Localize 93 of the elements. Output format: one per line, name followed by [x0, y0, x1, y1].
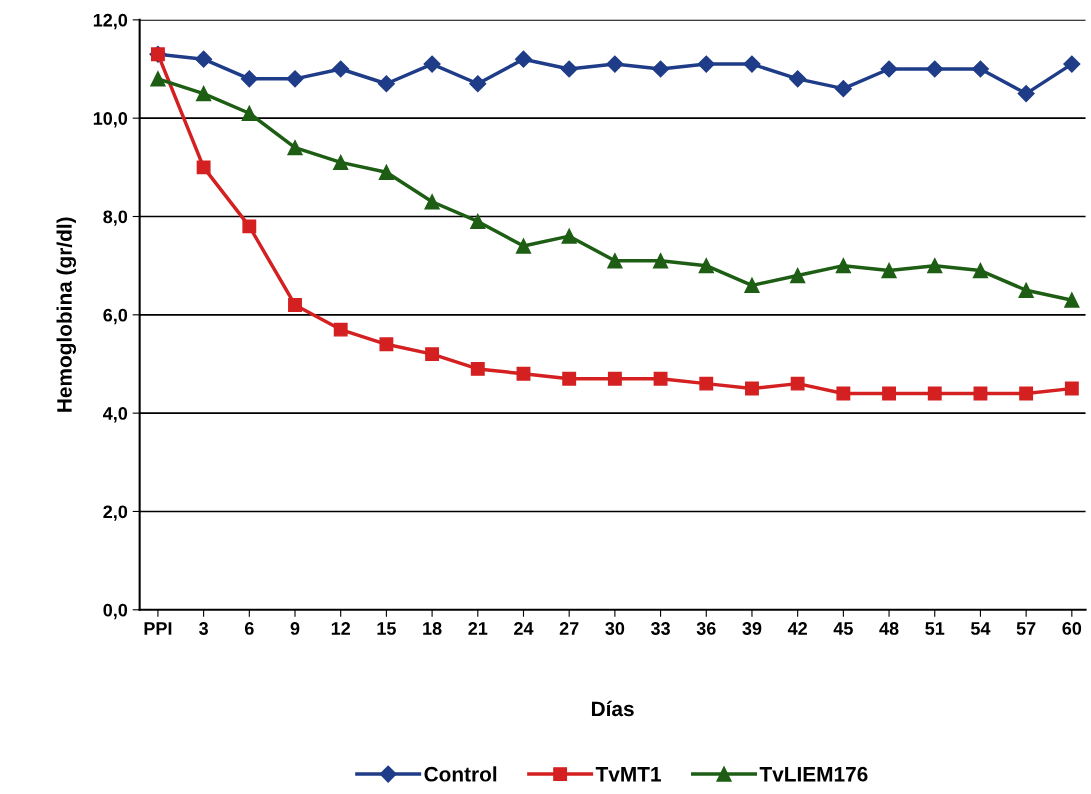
- point: [745, 381, 759, 396]
- point: [607, 253, 623, 269]
- point: [835, 258, 851, 274]
- y-tick-label: 8,0: [103, 210, 128, 226]
- point: [882, 386, 896, 401]
- x-tick-label: 18: [423, 622, 442, 635]
- point: [744, 277, 760, 293]
- point: [562, 371, 577, 386]
- point: [971, 60, 989, 78]
- y-tick-label: 6,0: [103, 308, 128, 325]
- x-tick-label: 6: [244, 622, 254, 635]
- point: [927, 258, 943, 274]
- point: [698, 258, 714, 274]
- y-tick-label: 4,0: [103, 407, 128, 423]
- point: [470, 361, 485, 376]
- point: [150, 71, 166, 87]
- x-tick-label: 45: [833, 622, 853, 635]
- point: [377, 75, 395, 93]
- point: [425, 347, 440, 362]
- y-tick-label: 2,0: [103, 505, 128, 521]
- point: [1017, 85, 1035, 103]
- point: [607, 371, 622, 386]
- y-axis-title: Hemoglobina (gr/dl): [56, 217, 77, 412]
- x-tick-label: 12: [331, 622, 351, 635]
- x-tick-label: 15: [377, 622, 396, 635]
- point: [653, 371, 668, 386]
- point: [834, 80, 852, 98]
- point: [699, 376, 714, 391]
- y-tick-label: 0,0: [103, 603, 128, 620]
- point: [790, 376, 805, 391]
- point: [378, 164, 395, 180]
- point: [333, 154, 349, 171]
- point: [241, 105, 257, 121]
- point: [790, 267, 806, 284]
- x-tick-label: 30: [605, 622, 625, 635]
- point: [514, 50, 533, 68]
- x-axis-title: Días: [591, 700, 634, 717]
- x-tick-label: 36: [696, 622, 716, 635]
- point: [332, 60, 350, 78]
- point: [972, 262, 989, 279]
- point: [424, 194, 440, 210]
- y-tick-label: 10,0: [93, 112, 128, 128]
- x-tick-label: 21: [468, 622, 488, 635]
- point: [926, 60, 944, 78]
- x-tick-label: 24: [514, 622, 534, 635]
- point: [242, 219, 257, 234]
- point: [606, 55, 624, 73]
- point: [288, 298, 302, 312]
- x-tick-label: 48: [879, 622, 899, 635]
- point: [652, 60, 670, 78]
- point: [333, 322, 348, 337]
- x-tick-label: 51: [925, 622, 945, 635]
- point: [287, 140, 303, 156]
- point: [286, 70, 304, 88]
- x-tick-label: PPI: [144, 622, 172, 635]
- point: [927, 386, 942, 401]
- point: [1064, 292, 1080, 308]
- x-tick-label: 9: [290, 622, 300, 635]
- x-tick-label: 54: [970, 622, 991, 635]
- point: [561, 228, 577, 244]
- point: [469, 75, 487, 93]
- legend-label: TvLIEM176: [759, 766, 868, 782]
- point: [743, 55, 761, 73]
- x-tick-label: 39: [742, 622, 762, 635]
- x-tick-label: 33: [650, 622, 670, 635]
- point: [1064, 381, 1079, 396]
- point: [196, 160, 211, 175]
- x-tick-label: 60: [1062, 622, 1082, 635]
- legend-label: Control: [424, 766, 497, 782]
- point: [1063, 55, 1081, 73]
- point: [515, 238, 532, 254]
- point: [423, 55, 441, 73]
- point: [1019, 386, 1034, 401]
- point: [379, 337, 394, 352]
- x-tick-label: 57: [1016, 622, 1036, 635]
- y-tick-label: 12,0: [93, 13, 128, 30]
- point: [697, 55, 715, 73]
- point: [1018, 282, 1034, 298]
- point: [880, 60, 898, 78]
- point: [516, 366, 531, 381]
- x-tick-label: 3: [199, 622, 208, 635]
- point: [789, 70, 807, 88]
- point: [881, 262, 897, 279]
- point: [195, 85, 212, 102]
- point: [470, 213, 486, 230]
- point: [652, 253, 669, 269]
- point: [836, 386, 851, 401]
- x-tick-label: 42: [787, 622, 807, 635]
- point: [560, 60, 578, 78]
- point: [240, 70, 258, 88]
- point: [195, 50, 213, 68]
- x-tick-label: 27: [559, 622, 579, 635]
- legend-label: TvMT1: [595, 767, 661, 782]
